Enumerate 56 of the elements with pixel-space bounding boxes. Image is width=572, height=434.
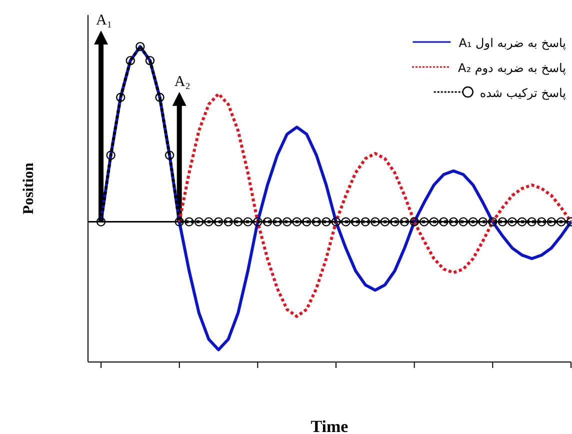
x-axis-title: Time <box>310 417 349 434</box>
point <box>537 217 546 226</box>
point <box>272 217 282 226</box>
point <box>136 42 145 52</box>
point <box>234 217 243 226</box>
point <box>204 217 214 226</box>
point <box>370 217 380 226</box>
point <box>106 150 116 160</box>
point <box>292 217 302 226</box>
point <box>420 217 429 226</box>
legend-label: پاسخ به ضربه دوم A₂ <box>458 61 566 75</box>
point <box>145 56 155 66</box>
point <box>546 217 556 226</box>
point <box>429 217 439 226</box>
point <box>410 217 419 226</box>
point <box>350 217 360 226</box>
annotation: A₂ <box>174 74 190 90</box>
point <box>498 217 508 226</box>
point <box>380 217 390 226</box>
point <box>341 217 350 226</box>
point <box>439 217 448 226</box>
point <box>527 217 536 226</box>
legend-label: پاسخ به ضربه اول A₁ <box>458 36 566 50</box>
point <box>224 217 233 226</box>
point <box>556 217 566 226</box>
point <box>400 217 410 226</box>
point <box>184 217 194 226</box>
point <box>458 217 468 226</box>
legend-label: پاسخ ترکیب شده <box>480 86 566 100</box>
point <box>390 217 400 226</box>
point <box>468 217 478 226</box>
point <box>312 217 322 226</box>
point <box>96 217 106 226</box>
y-axis-title: Position <box>21 162 37 214</box>
point <box>360 217 370 226</box>
point <box>322 217 331 226</box>
point <box>302 217 312 226</box>
annotation: A₂ <box>172 74 190 222</box>
point <box>282 217 292 226</box>
point <box>116 92 126 102</box>
point <box>164 150 174 160</box>
point <box>214 217 224 226</box>
point <box>488 217 498 226</box>
point <box>155 92 164 102</box>
point <box>478 217 488 226</box>
point <box>253 217 262 226</box>
point <box>448 217 458 226</box>
point <box>126 56 135 66</box>
annotation: A₁ <box>94 12 112 222</box>
point <box>508 217 517 226</box>
point <box>243 217 252 226</box>
point <box>262 217 272 226</box>
point <box>194 217 204 226</box>
point <box>174 217 184 226</box>
point <box>331 217 341 226</box>
point <box>517 217 527 226</box>
